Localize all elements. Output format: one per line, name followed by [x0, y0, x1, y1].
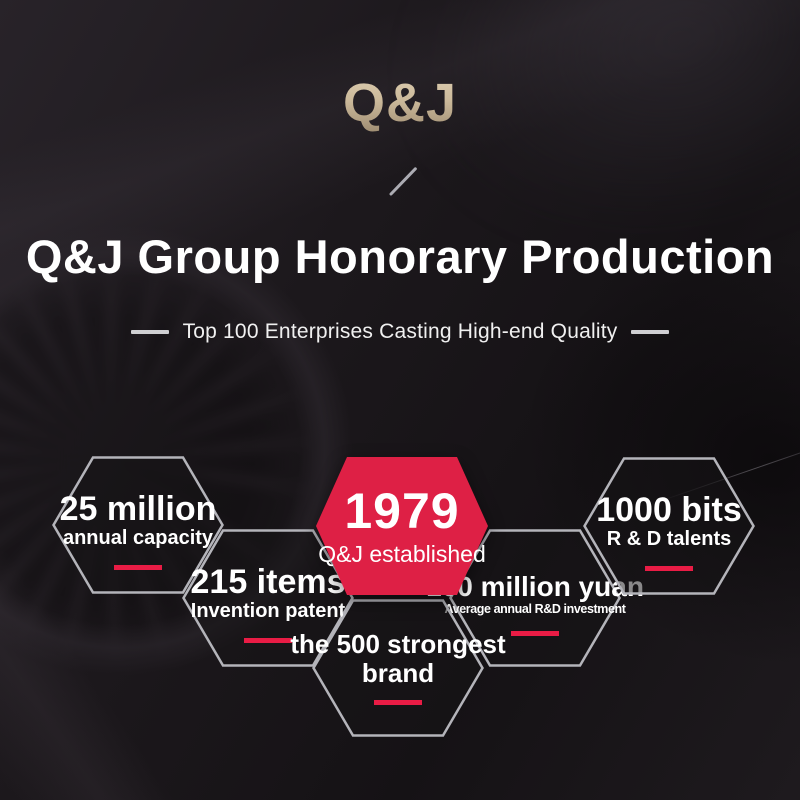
stat-value: 1979 — [344, 483, 460, 540]
brand-logo: Q&J — [0, 72, 800, 134]
stat-label: Q&J established — [318, 540, 486, 567]
stat-value: the 500 strongest — [290, 629, 506, 660]
dash-right — [631, 330, 670, 334]
stat-value: 1000 bits — [596, 490, 742, 529]
subtitle-text: Top 100 Enterprises Casting High-end Qua… — [182, 320, 618, 343]
subtitle-row: Top 100 Enterprises Casting High-end Qua… — [0, 320, 800, 344]
stat-value: 25 million — [59, 489, 217, 528]
hex-rd-talents: 1000 bits R & D talents — [583, 457, 755, 595]
stat-label: brand — [361, 657, 435, 688]
hex-established-1979: 1979 Q&J established — [316, 457, 488, 595]
hex-500-strongest-brand: the 500 strongest brand — [290, 599, 506, 737]
red-underline — [511, 630, 559, 636]
red-underline — [244, 638, 292, 644]
stat-label: R & D talents — [606, 528, 732, 551]
dash-left — [130, 330, 169, 334]
page-title: Q&J Group Honorary Production — [25, 230, 775, 283]
red-underline — [645, 566, 693, 572]
red-underline — [114, 565, 162, 571]
slash-divider-icon — [388, 166, 418, 196]
red-underline — [374, 699, 422, 705]
